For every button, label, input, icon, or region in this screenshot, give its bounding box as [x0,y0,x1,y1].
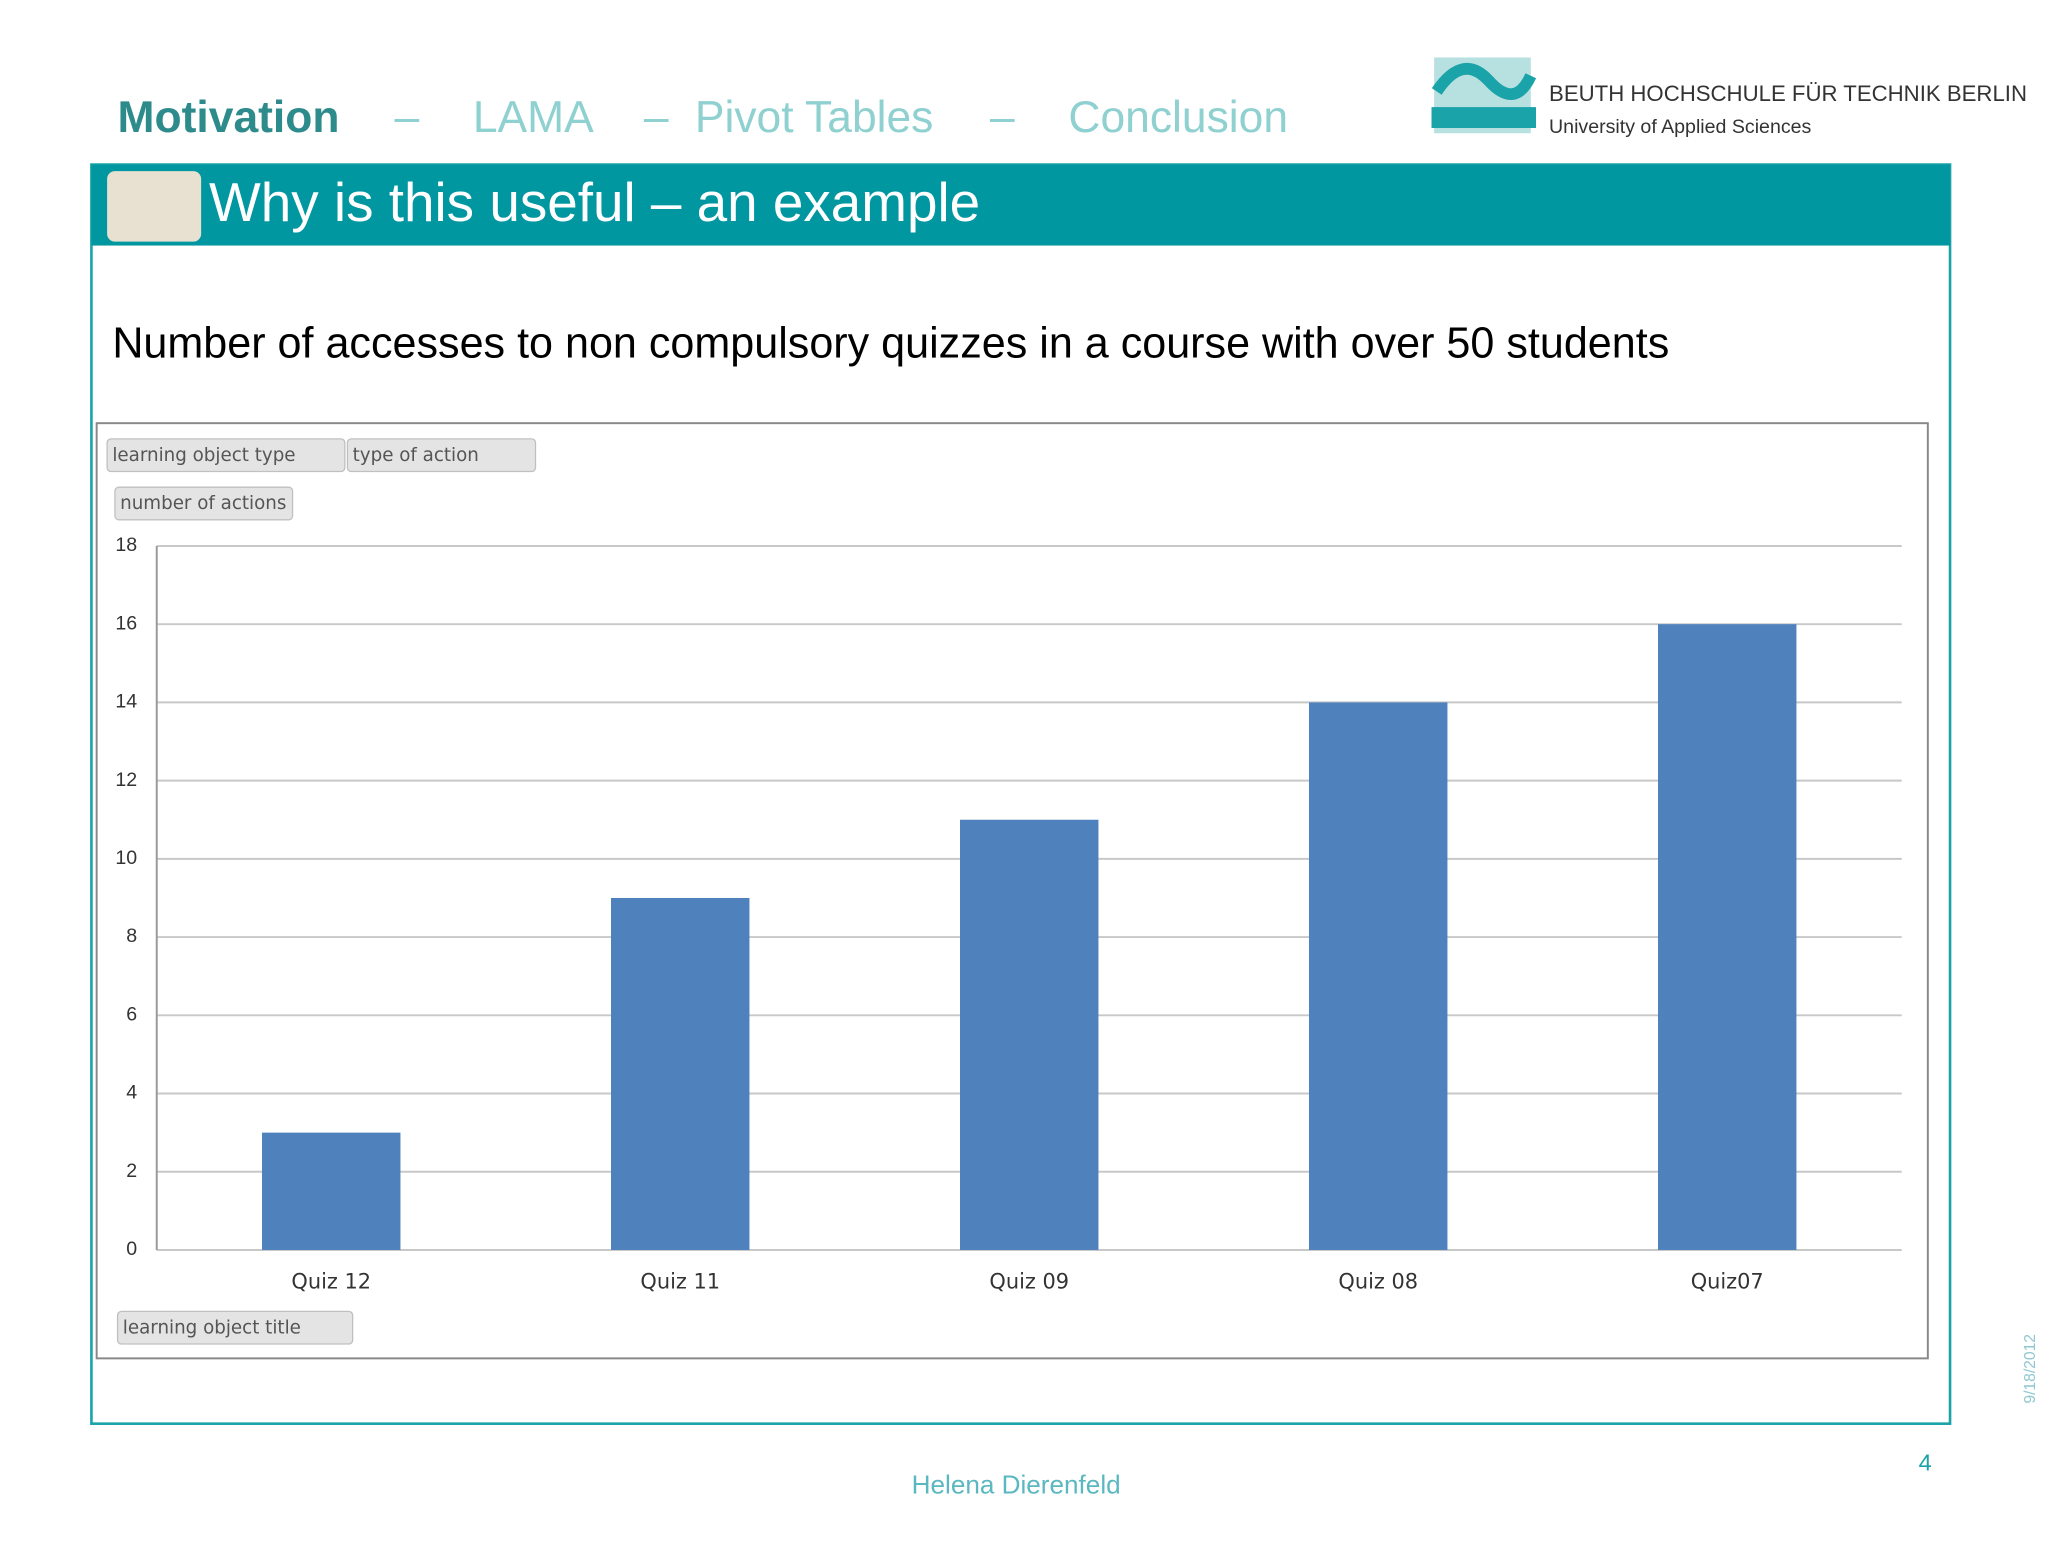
nav-item: – [394,93,419,142]
logo-name: BEUTH HOCHSCHULE FÜR TECHNIK BERLIN [1549,81,2027,106]
y-tick-label: 2 [126,1160,137,1182]
logo-ruler [1431,107,1536,128]
x-tick-label: Quiz 11 [640,1270,720,1294]
y-tick-label: 6 [126,1003,137,1025]
y-tick-label: 12 [115,769,137,791]
pivot-field [116,1310,354,1345]
bar [262,1132,401,1250]
pivot-field-label: learning object type [112,445,295,466]
nav-item: Conclusion [1068,93,1288,142]
author: Helena Dierenfeld [912,1469,1121,1499]
x-tick-label: Quiz 09 [989,1270,1069,1294]
y-tick-label: 4 [126,1082,137,1104]
pivot-field-label: learning object title [123,1317,301,1338]
y-tick-label: 10 [115,847,137,869]
bar [1657,624,1797,1250]
bar [960,819,1099,1250]
logo-sub: University of Applied Sciences [1549,116,1811,138]
y-tick-label: 0 [126,1238,137,1260]
title-bar [91,164,1951,246]
bar [611,897,750,1250]
pivot-field [114,486,294,521]
pivot-field [106,438,346,473]
page-number: 4 [1919,1449,1932,1475]
nav-item: – [990,93,1015,142]
bar [1308,702,1448,1250]
x-tick-label: Quiz 08 [1338,1270,1418,1294]
y-tick-label: 16 [115,612,137,634]
nav-item: LAMA [473,93,594,142]
logo-wave [1431,62,1537,100]
pivot-field-label: number of actions [120,493,286,514]
pivot-field-label: type of action [353,445,479,466]
y-tick-label: 14 [115,691,137,713]
logo-icon [107,171,202,242]
nav-current: Motivation [118,93,340,142]
slide-title: Why is this useful – an example [209,171,980,233]
pivot-field [346,438,537,473]
y-tick-label: 18 [115,534,137,556]
date: 9/18/2012 [2022,1334,2039,1404]
y-tick-label: 8 [126,925,137,947]
x-tick-label: Quiz 12 [291,1270,371,1294]
x-tick-label: Quiz07 [1691,1270,1764,1294]
nav-item: – [644,93,669,142]
chart-title: Number of accesses to non compulsory qui… [112,320,1669,368]
nav-item: Pivot Tables [695,93,934,142]
